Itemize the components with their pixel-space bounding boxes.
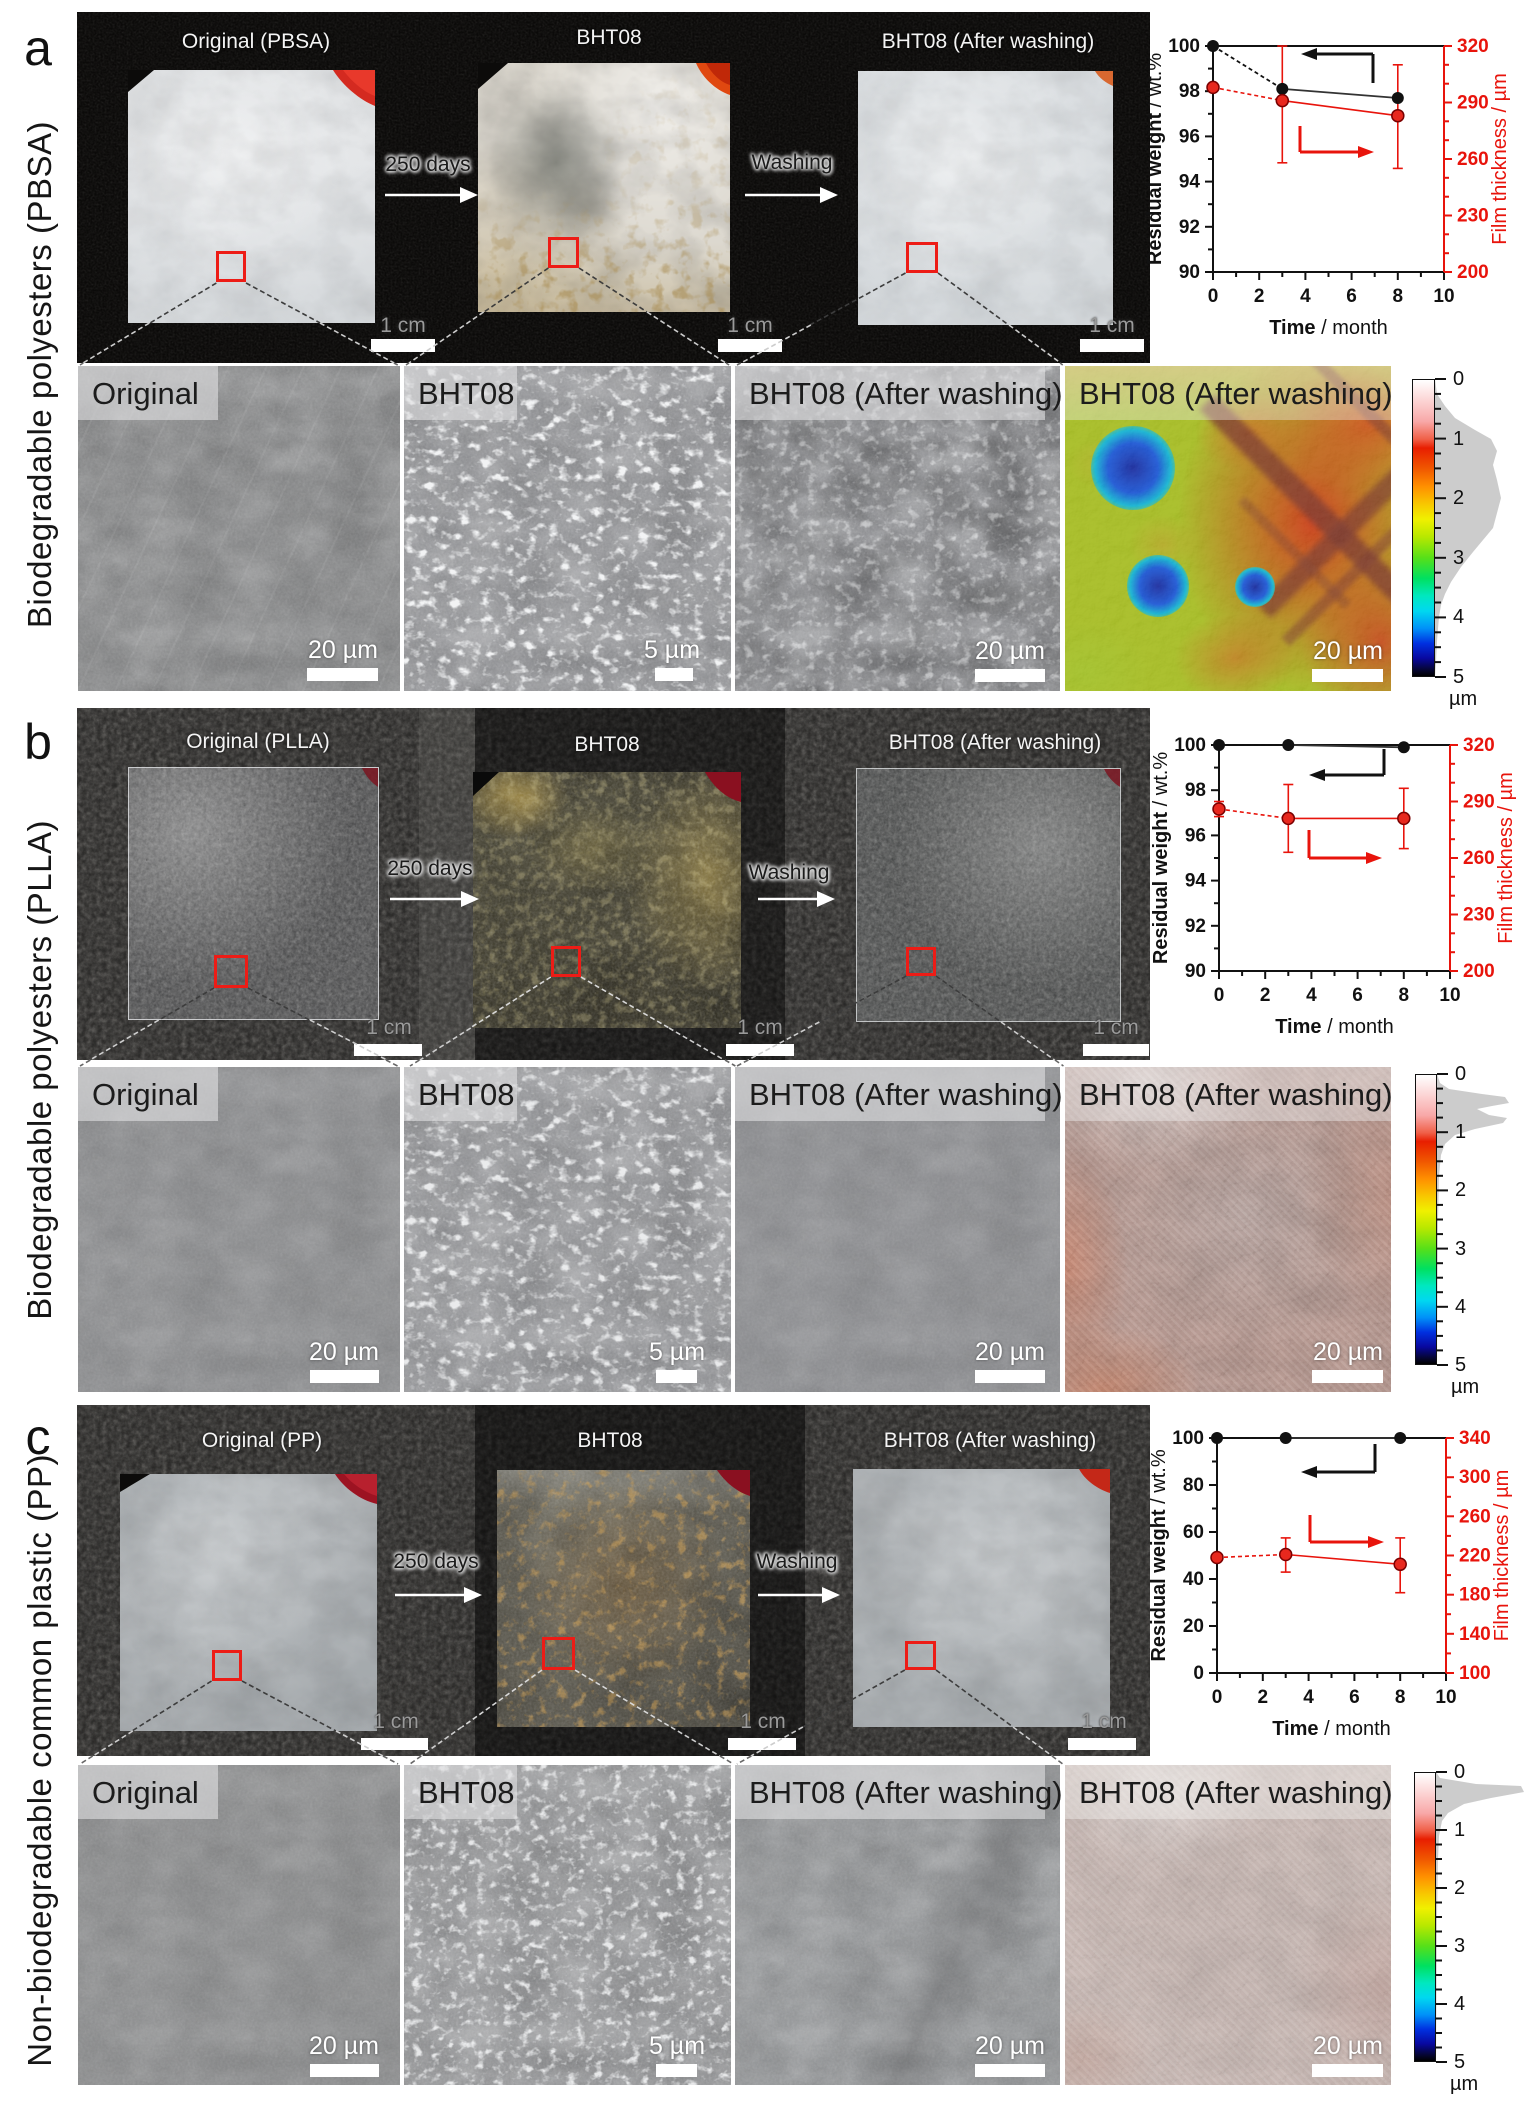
svg-text:4: 4 [1300,286,1311,307]
svg-text:100: 100 [1459,1663,1491,1684]
svg-text:0: 0 [1193,1663,1204,1684]
svg-text:6: 6 [1349,1687,1360,1708]
svg-text:320: 320 [1463,735,1495,756]
svg-text:98: 98 [1185,780,1206,801]
svg-text:340: 340 [1459,1428,1491,1449]
svg-text:40: 40 [1183,1569,1204,1590]
svg-text:60: 60 [1183,1522,1204,1543]
svg-text:2: 2 [1260,985,1271,1006]
svg-text:6: 6 [1346,286,1357,307]
svg-text:98: 98 [1179,81,1200,102]
svg-text:80: 80 [1183,1475,1204,1496]
svg-text:10: 10 [1439,985,1460,1006]
svg-text:320: 320 [1457,36,1489,57]
svg-text:94: 94 [1179,172,1201,193]
svg-text:96: 96 [1179,126,1200,147]
svg-text:230: 230 [1463,905,1495,926]
svg-text:2: 2 [1258,1687,1269,1708]
svg-text:8: 8 [1395,1687,1406,1708]
svg-text:90: 90 [1185,961,1206,982]
svg-text:Time / month: Time / month [1272,1718,1391,1740]
svg-text:260: 260 [1459,1506,1491,1527]
svg-text:10: 10 [1433,286,1454,307]
svg-text:Residual weight / wt.%: Residual weight / wt.% [1150,752,1172,964]
svg-text:90: 90 [1179,262,1200,283]
svg-text:4: 4 [1303,1687,1314,1708]
svg-text:0: 0 [1208,286,1219,307]
svg-text:Film thickness / µm: Film thickness / µm [1491,1470,1513,1642]
svg-text:Film thickness / µm: Film thickness / µm [1489,73,1511,245]
svg-text:Residual weight / wt.%: Residual weight / wt.% [1144,53,1166,265]
svg-text:0: 0 [1214,985,1225,1006]
svg-text:200: 200 [1457,262,1489,283]
svg-text:140: 140 [1459,1624,1491,1645]
svg-text:Time / month: Time / month [1275,1016,1394,1038]
svg-text:220: 220 [1459,1546,1491,1567]
svg-text:Time / month: Time / month [1269,317,1388,339]
svg-text:100: 100 [1172,1428,1204,1449]
svg-text:8: 8 [1399,985,1410,1006]
svg-text:290: 290 [1457,93,1489,114]
svg-text:200: 200 [1463,961,1495,982]
svg-text:2: 2 [1254,286,1265,307]
svg-text:300: 300 [1459,1467,1491,1488]
svg-text:94: 94 [1185,871,1207,892]
svg-text:10: 10 [1435,1687,1456,1708]
svg-text:260: 260 [1463,848,1495,869]
svg-text:4: 4 [1306,985,1317,1006]
svg-text:20: 20 [1183,1616,1204,1637]
svg-text:96: 96 [1185,825,1206,846]
svg-text:0: 0 [1212,1687,1223,1708]
svg-text:290: 290 [1463,792,1495,813]
svg-text:180: 180 [1459,1585,1491,1606]
svg-text:Residual weight / wt.%: Residual weight / wt.% [1148,1449,1170,1661]
svg-text:6: 6 [1352,985,1363,1006]
svg-text:8: 8 [1393,286,1404,307]
svg-text:100: 100 [1174,735,1206,756]
svg-text:260: 260 [1457,149,1489,170]
svg-text:230: 230 [1457,206,1489,227]
svg-text:Film thickness / µm: Film thickness / µm [1495,772,1517,944]
svg-text:100: 100 [1168,36,1200,57]
svg-text:92: 92 [1179,217,1200,238]
svg-text:92: 92 [1185,916,1206,937]
